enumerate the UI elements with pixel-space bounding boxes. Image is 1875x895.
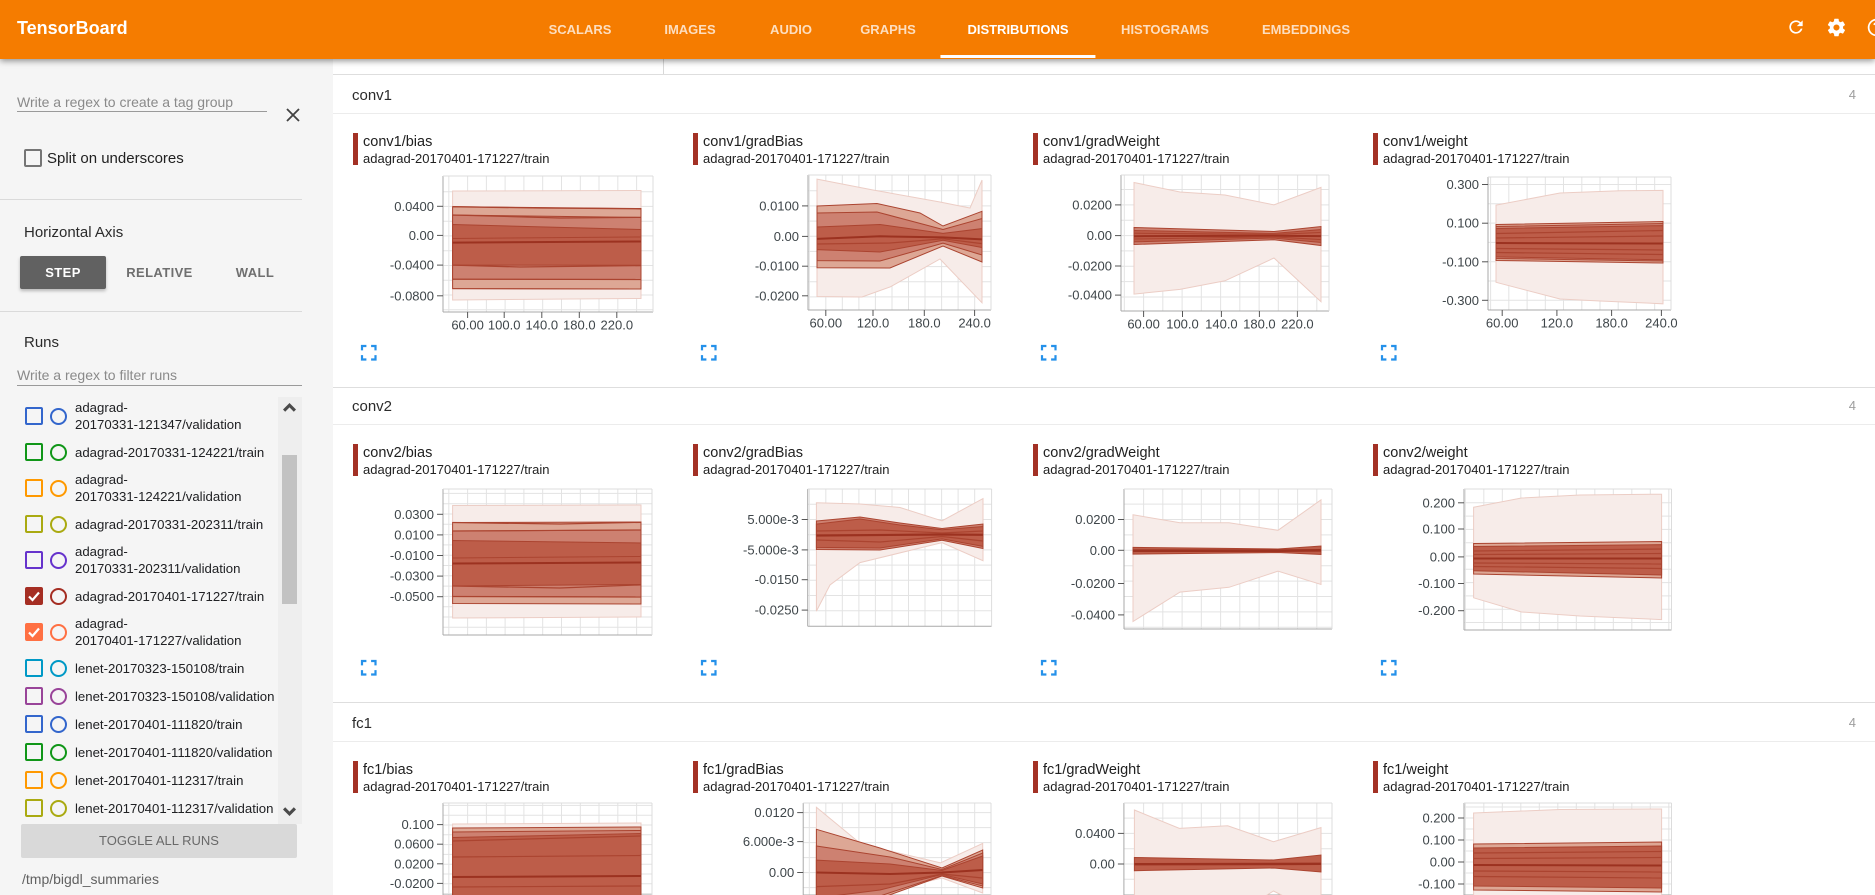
- svg-text:-5.000e-3: -5.000e-3: [743, 542, 799, 557]
- svg-text:0.0100: 0.0100: [759, 198, 799, 213]
- svg-text:0.100: 0.100: [401, 817, 434, 832]
- svg-text:-0.0400: -0.0400: [390, 258, 434, 273]
- svg-text:0.00: 0.00: [1090, 543, 1115, 558]
- svg-text:-0.0400: -0.0400: [1071, 607, 1115, 622]
- svg-text:0.0300: 0.0300: [394, 507, 434, 522]
- svg-text:0.00: 0.00: [769, 865, 794, 880]
- svg-text:-0.0250: -0.0250: [755, 603, 799, 618]
- svg-text:-0.0150: -0.0150: [755, 572, 799, 587]
- svg-text:-0.300: -0.300: [1442, 293, 1479, 308]
- svg-text:100.0: 100.0: [1166, 317, 1199, 332]
- svg-text:220.0: 220.0: [1281, 317, 1314, 332]
- svg-text:0.0100: 0.0100: [394, 527, 434, 542]
- svg-text:-0.0500: -0.0500: [390, 589, 434, 604]
- svg-text:0.100: 0.100: [1446, 216, 1479, 231]
- svg-text:0.0600: 0.0600: [394, 837, 434, 852]
- svg-text:0.200: 0.200: [1422, 811, 1455, 826]
- svg-text:180.0: 180.0: [1595, 316, 1628, 331]
- svg-text:0.00: 0.00: [774, 229, 799, 244]
- svg-text:180.0: 180.0: [1243, 317, 1276, 332]
- svg-text:240.0: 240.0: [1645, 316, 1678, 331]
- svg-text:0.0200: 0.0200: [1072, 197, 1112, 212]
- svg-text:0.0400: 0.0400: [1075, 826, 1115, 841]
- svg-text:0.300: 0.300: [1446, 177, 1479, 192]
- svg-text:-0.0100: -0.0100: [390, 548, 434, 563]
- svg-text:120.0: 120.0: [857, 316, 890, 331]
- svg-text:0.00: 0.00: [1430, 855, 1455, 870]
- svg-text:0.200: 0.200: [1422, 495, 1455, 510]
- svg-text:6.000e-3: 6.000e-3: [743, 834, 794, 849]
- svg-text:180.0: 180.0: [563, 318, 596, 333]
- svg-text:140.0: 140.0: [526, 318, 559, 333]
- svg-text:-0.200: -0.200: [1418, 603, 1455, 618]
- svg-text:240.0: 240.0: [958, 316, 991, 331]
- svg-text:0.0120: 0.0120: [754, 805, 794, 820]
- svg-text:0.00: 0.00: [1430, 549, 1455, 564]
- svg-text:140.0: 140.0: [1205, 317, 1238, 332]
- svg-text:180.0: 180.0: [908, 316, 941, 331]
- svg-text:-0.100: -0.100: [1418, 576, 1455, 591]
- svg-text:-0.100: -0.100: [1418, 877, 1455, 892]
- svg-text:-0.0200: -0.0200: [390, 876, 434, 891]
- svg-text:5.000e-3: 5.000e-3: [747, 512, 798, 527]
- svg-text:60.00: 60.00: [451, 318, 484, 333]
- svg-text:0.0400: 0.0400: [394, 199, 434, 214]
- svg-text:-0.0800: -0.0800: [390, 288, 434, 303]
- svg-text:0.00: 0.00: [1090, 857, 1115, 872]
- svg-text:0.0200: 0.0200: [394, 856, 434, 871]
- svg-text:-0.100: -0.100: [1442, 254, 1479, 269]
- svg-text:-0.0200: -0.0200: [1068, 259, 1112, 274]
- svg-text:60.00: 60.00: [1486, 316, 1519, 331]
- svg-text:-0.0100: -0.0100: [755, 259, 799, 274]
- svg-text:0.100: 0.100: [1422, 833, 1455, 848]
- svg-text:-0.0300: -0.0300: [390, 569, 434, 584]
- svg-text:-0.0200: -0.0200: [755, 288, 799, 303]
- svg-text:-0.0400: -0.0400: [1068, 288, 1112, 303]
- svg-text:120.0: 120.0: [1541, 316, 1574, 331]
- svg-text:0.100: 0.100: [1422, 522, 1455, 537]
- svg-text:100.0: 100.0: [488, 318, 521, 333]
- svg-text:60.00: 60.00: [1127, 317, 1160, 332]
- svg-text:220.0: 220.0: [601, 318, 634, 333]
- svg-text:0.00: 0.00: [1087, 228, 1112, 243]
- svg-text:-0.0200: -0.0200: [1071, 576, 1115, 591]
- svg-text:60.00: 60.00: [810, 316, 843, 331]
- svg-text:0.00: 0.00: [409, 228, 434, 243]
- svg-text:0.0200: 0.0200: [1075, 512, 1115, 527]
